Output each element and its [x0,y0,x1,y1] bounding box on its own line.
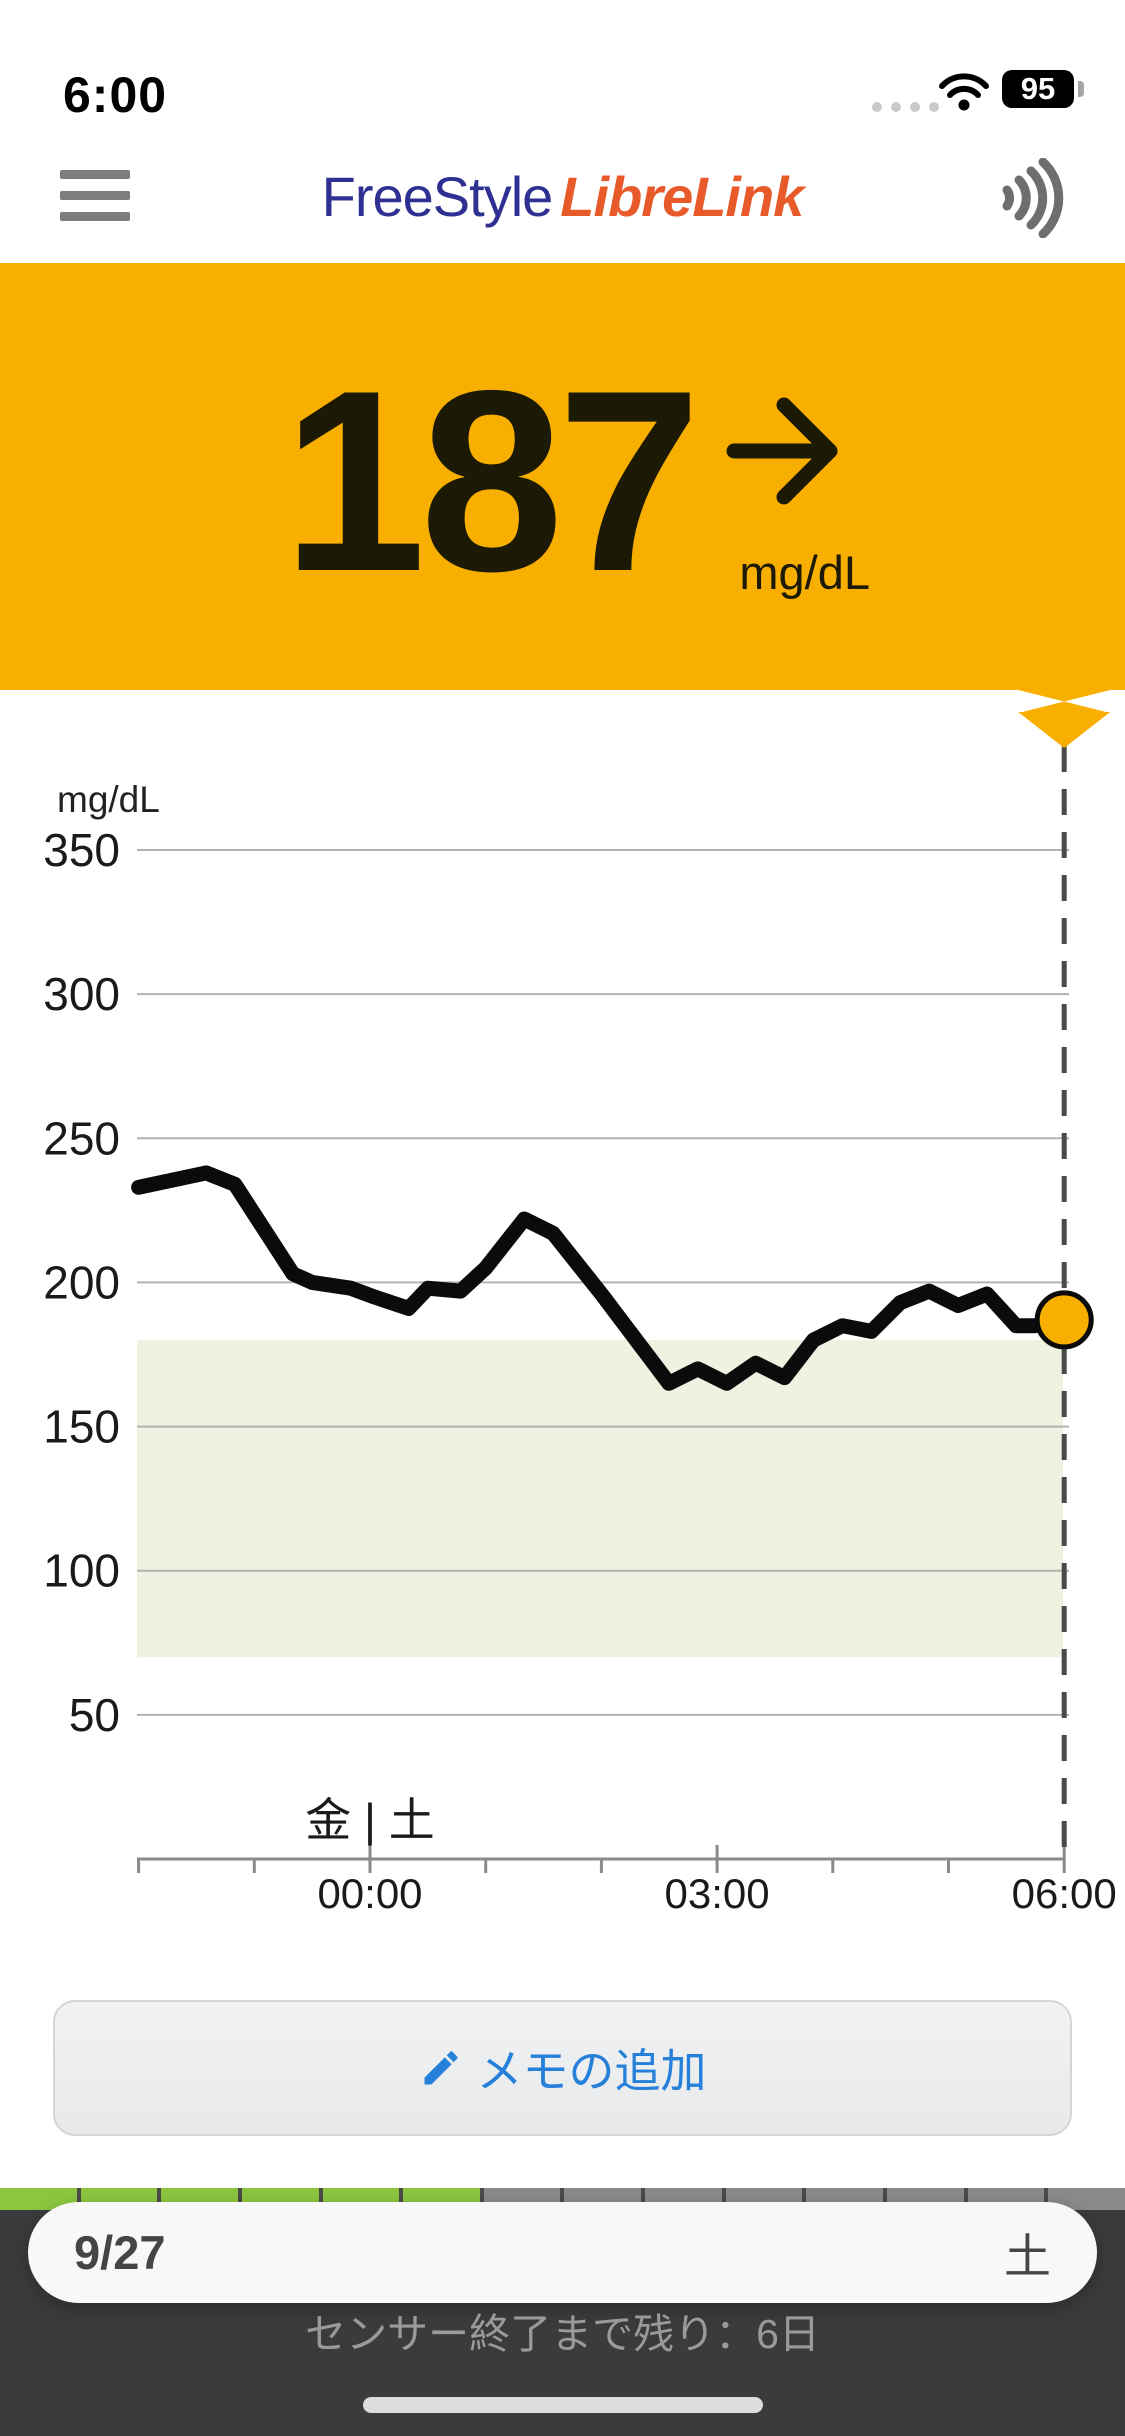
app-header: FreeStyle LibreLink [0,130,1125,263]
home-indicator[interactable] [363,2397,763,2413]
weekday-label: 土 [1004,2230,1051,2283]
cellular-signal-icon [872,102,939,112]
brand-freestyle: FreeStyle [321,165,554,228]
svg-text:350: 350 [43,824,120,876]
glucose-banner[interactable]: 187 mg/dL [0,263,1125,713]
glucose-value: 187 [282,336,701,625]
wifi-icon [939,73,989,111]
sensor-remaining-text: センサー終了まで残り：6日 [305,2311,820,2357]
clock-time: 6:00 [63,67,168,123]
svg-text:06:00: 06:00 [1012,1870,1117,1917]
battery-icon: 95 [1002,70,1074,108]
app-logo: FreeStyle LibreLink [0,130,1125,263]
glucose-unit: mg/dL [739,546,870,599]
add-note-label: メモの追加 [476,2045,707,2097]
pencil-icon [424,2051,457,2085]
svg-text:100: 100 [43,1545,120,1597]
svg-text:200: 200 [43,1256,120,1308]
battery-nub [1078,81,1084,97]
sensor-bar-segment-used [0,2188,77,2210]
add-note-button[interactable]: メモの追加 [53,2000,1072,2136]
menu-button[interactable] [60,170,130,222]
svg-text:50: 50 [69,1689,120,1741]
svg-text:150: 150 [43,1401,120,1453]
date-selector-pill[interactable]: 9/27 土 [28,2202,1097,2303]
svg-text:300: 300 [43,968,120,1020]
status-bar: 6:00 95 [0,60,1125,130]
glucose-chart[interactable]: 350 300 250 200 150 100 50 mg/dL 00:00 03:00 06:00… [0,690,1125,1940]
sensor-bar-segment-remaining [1048,2188,1125,2210]
svg-text:mg/dL: mg/dL [57,779,160,820]
svg-text:00:00: 00:00 [317,1870,422,1917]
date-label: 9/27 [74,2226,166,2279]
brand-librelink: LibreLink [560,165,804,228]
scan-sensor-icon[interactable] [985,158,1075,238]
glucose-chart-svg: 350 300 250 200 150 100 50 mg/dL 00:00 03:00 06:00… [43,690,1117,1917]
svg-text:250: 250 [43,1112,120,1164]
svg-text:03:00: 03:00 [665,1870,770,1917]
svg-text:金 | 土: 金 | 土 [305,1794,435,1846]
trend-steady-icon [726,397,838,505]
